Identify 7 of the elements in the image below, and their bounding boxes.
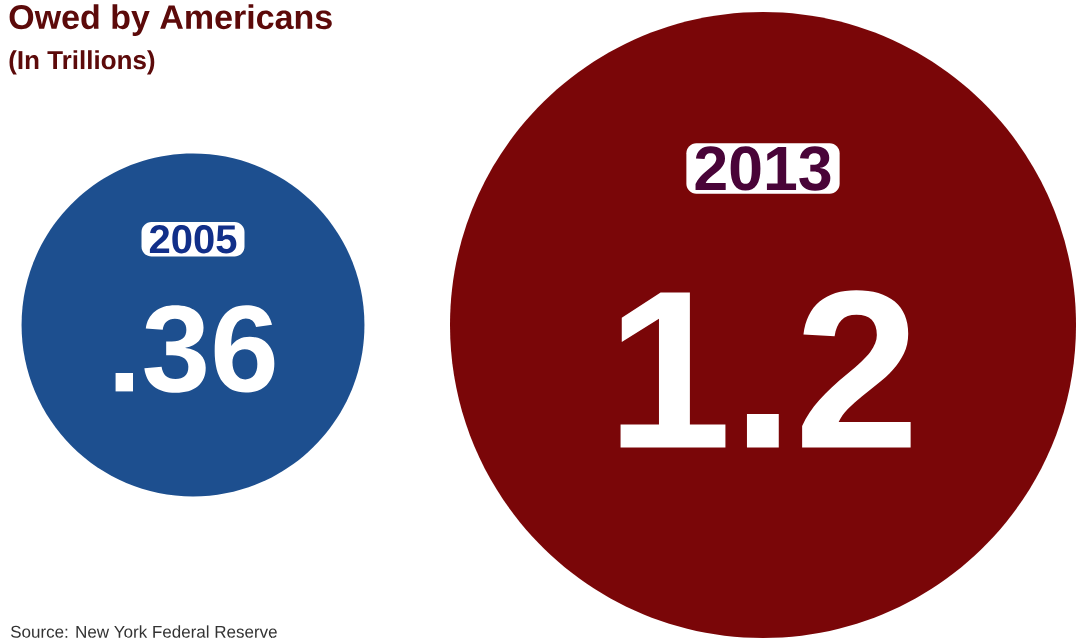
source-note: Source: New York Federal Reserve (10, 625, 277, 638)
data-label: .36 (115, 305, 275, 393)
text: Owed by Americans (9, 4, 332, 36)
category-label: 2013 (695, 146, 831, 191)
text: (In Trillions) (9, 50, 155, 75)
data-label: 1.2 (620, 290, 911, 448)
category-label: 2005 (149, 225, 237, 254)
